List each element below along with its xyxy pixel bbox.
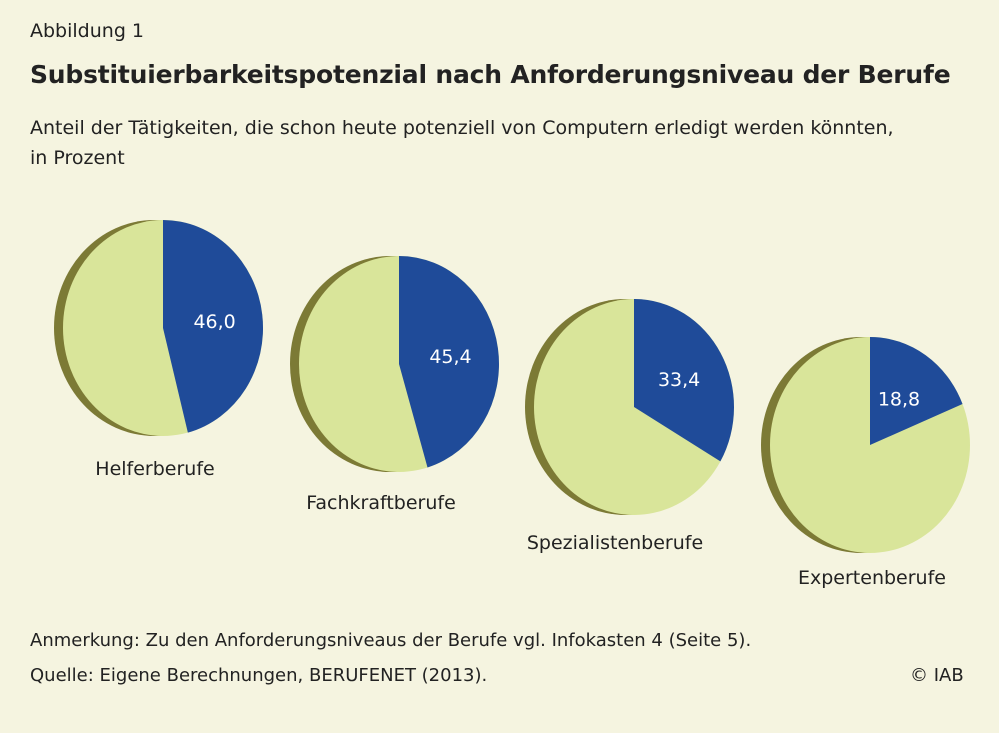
- pie-value-label: 46,0: [193, 311, 235, 333]
- chart-subtitle-line-2: in Prozent: [30, 147, 125, 169]
- pie-slice-substituierbar: [634, 299, 734, 462]
- pie-spezialistenberufe: 33,4 Spezialistenberufe: [525, 299, 734, 554]
- pie-expertenberufe: 18,8 Expertenberufe: [761, 337, 970, 589]
- pie-value-label: 18,8: [878, 388, 920, 410]
- pie-slice-substituierbar: [399, 256, 499, 468]
- copyright-notice: © IAB: [910, 665, 964, 686]
- category-label: Expertenberufe: [798, 567, 946, 589]
- pie-value-label: 33,4: [658, 369, 700, 391]
- chart-subtitle-line-1: Anteil der Tätigkeiten, die schon heute …: [30, 117, 894, 139]
- pie-slice-substituierbar: [163, 220, 264, 433]
- category-label: Helferberufe: [95, 458, 214, 480]
- pie-fachkraftberufe: 45,4 Fachkraftberufe: [290, 256, 499, 514]
- category-label: Fachkraftberufe: [306, 492, 456, 514]
- pie-helferberufe: 46,0 Helferberufe: [54, 220, 264, 480]
- pie-value-label: 45,4: [429, 346, 471, 368]
- source-note: Quelle: Eigene Berechnungen, BERUFENET (…: [30, 665, 488, 686]
- figure-number: Abbildung 1: [30, 20, 145, 42]
- category-label: Spezialistenberufe: [527, 532, 703, 554]
- chart-title: Substituierbarkeitspotenzial nach Anford…: [30, 60, 951, 89]
- footnote: Anmerkung: Zu den Anforderungsniveaus de…: [30, 630, 752, 651]
- pie-slice-substituierbar: [870, 337, 963, 445]
